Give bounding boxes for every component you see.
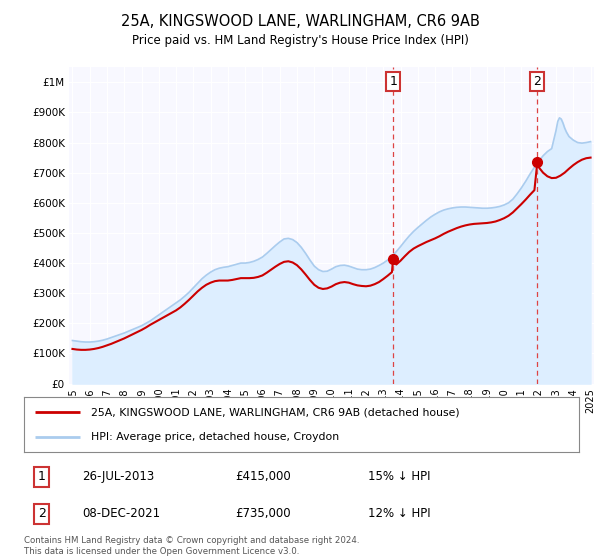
Text: 26-JUL-2013: 26-JUL-2013 — [82, 470, 155, 483]
Text: 25A, KINGSWOOD LANE, WARLINGHAM, CR6 9AB: 25A, KINGSWOOD LANE, WARLINGHAM, CR6 9AB — [121, 14, 479, 29]
Text: 1: 1 — [389, 75, 397, 88]
Text: 2: 2 — [533, 75, 541, 88]
Text: HPI: Average price, detached house, Croydon: HPI: Average price, detached house, Croy… — [91, 432, 339, 441]
Text: 2: 2 — [38, 507, 46, 520]
Text: £415,000: £415,000 — [235, 470, 290, 483]
Text: 15% ↓ HPI: 15% ↓ HPI — [368, 470, 431, 483]
Text: Price paid vs. HM Land Registry's House Price Index (HPI): Price paid vs. HM Land Registry's House … — [131, 34, 469, 46]
Text: 08-DEC-2021: 08-DEC-2021 — [82, 507, 160, 520]
Text: 1: 1 — [38, 470, 46, 483]
Text: 12% ↓ HPI: 12% ↓ HPI — [368, 507, 431, 520]
Text: Contains HM Land Registry data © Crown copyright and database right 2024.
This d: Contains HM Land Registry data © Crown c… — [24, 536, 359, 556]
Text: 25A, KINGSWOOD LANE, WARLINGHAM, CR6 9AB (detached house): 25A, KINGSWOOD LANE, WARLINGHAM, CR6 9AB… — [91, 408, 459, 417]
Text: £735,000: £735,000 — [235, 507, 290, 520]
